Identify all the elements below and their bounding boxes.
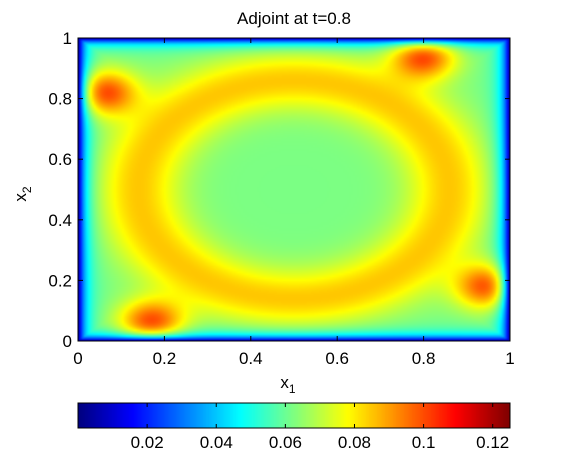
x-axis-label-base: x	[280, 373, 289, 392]
colorbar-tick-label: 0.02	[131, 433, 164, 452]
x-axis-label: x1	[280, 373, 296, 396]
colorbar: 0.02 0.04 0.06 0.08 0.1 0.12	[77, 402, 511, 452]
colorbar-tick-label: 0.04	[200, 433, 233, 452]
y-tick-label: 0	[63, 332, 72, 351]
y-tick-label: 1	[63, 29, 72, 48]
y-tick-label: 0.8	[48, 90, 72, 109]
colorbar-tick-label: 0.08	[338, 433, 371, 452]
x-tick-label: 0.6	[325, 349, 349, 368]
y-axis-label: x2	[11, 186, 34, 202]
x-axis-label-subscript: 1	[289, 382, 296, 396]
plot-frame	[77, 37, 511, 342]
y-tick-label: 0.6	[48, 150, 72, 169]
colorbar-tick-label: 0.12	[476, 433, 509, 452]
colorbar-frame	[77, 402, 511, 429]
heatmap-image	[78, 38, 510, 341]
x-tick-label: 0.8	[412, 349, 436, 368]
x-axis: 0 0.2 0.4 0.6 0.8 1	[73, 38, 515, 368]
x-tick-label: 0.2	[153, 349, 177, 368]
y-tick-label: 0.4	[48, 211, 72, 230]
y-axis-label-subscript: 2	[20, 186, 34, 193]
colorbar-tick-label: 0.1	[412, 433, 436, 452]
x-tick-label: 1	[505, 349, 514, 368]
chart-title: Adjoint at t=0.8	[237, 9, 351, 28]
colorbar-ticks: 0.02 0.04 0.06 0.08 0.1 0.12	[131, 403, 509, 452]
plot-area: 0 0.2 0.4 0.6 0.8 1 0 0.2 0.4 0.6 0.8 1	[48, 29, 514, 368]
colorbar-tick-label: 0.06	[269, 433, 302, 452]
colorbar-image	[78, 403, 510, 428]
x-tick-label: 0.4	[239, 349, 263, 368]
y-axis: 0 0.2 0.4 0.6 0.8 1	[48, 29, 510, 351]
x-tick-label: 0	[73, 349, 82, 368]
y-tick-label: 0.2	[48, 271, 72, 290]
y-axis-label-base: x	[11, 193, 30, 202]
